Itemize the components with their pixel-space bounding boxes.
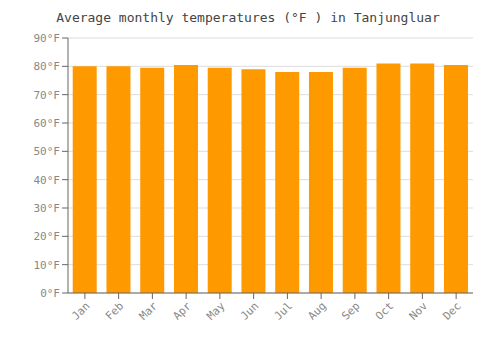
svg-text:Jun: Jun <box>238 299 261 322</box>
svg-text:80°F: 80°F <box>34 60 61 73</box>
html-text:Average monthly temperatures (: Average monthly temperatures (°F ) in Ta… <box>56 10 440 25</box>
svg-text:May: May <box>204 299 228 323</box>
svg-text:90°F: 90°F <box>34 32 61 45</box>
svg-text:40°F: 40°F <box>34 174 61 187</box>
svg-text:20°F: 20°F <box>34 230 61 243</box>
svg-text:Jan: Jan <box>69 299 92 322</box>
svg-text:30°F: 30°F <box>34 202 61 215</box>
svg-text:Aug: Aug <box>306 299 329 322</box>
svg-text:Dec: Dec <box>441 299 464 322</box>
svg-text:Nov: Nov <box>407 299 431 323</box>
svg-text:Jul: Jul <box>272 299 295 322</box>
svg-text:Sep: Sep <box>339 299 362 322</box>
svg-text:60°F: 60°F <box>34 117 61 130</box>
svg-text:0°F: 0°F <box>40 287 60 300</box>
svg-text:Apr: Apr <box>171 299 195 323</box>
svg-text:Mar: Mar <box>137 299 161 323</box>
svg-text:Oct: Oct <box>373 299 396 322</box>
svg-text:10°F: 10°F <box>34 259 61 272</box>
svg-text:Feb: Feb <box>103 299 126 322</box>
svg-text:70°F: 70°F <box>34 89 61 102</box>
svg-text:50°F: 50°F <box>34 145 61 158</box>
